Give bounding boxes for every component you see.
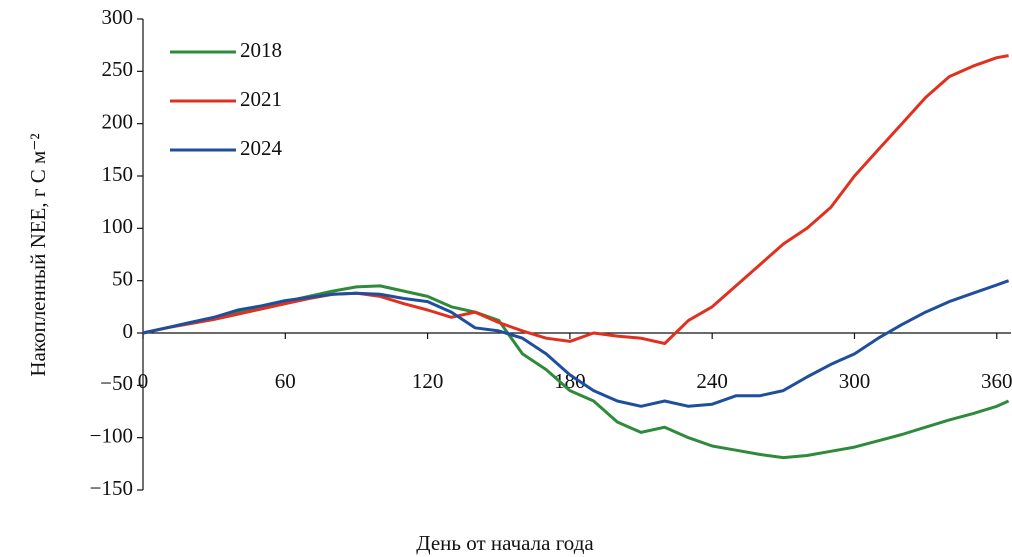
- y-tick-label: 200: [102, 109, 134, 133]
- y-tick-label: 50: [112, 266, 133, 290]
- legend-label: 2024: [240, 136, 283, 160]
- legend-label: 2018: [240, 38, 282, 62]
- y-tick-label: 300: [102, 5, 134, 29]
- x-tick-label: 360: [981, 369, 1012, 393]
- y-axis-label: Накопленный NEE, г C м⁻²: [26, 133, 50, 376]
- y-tick-label: 100: [102, 214, 134, 238]
- y-tick-label: 0: [123, 319, 134, 343]
- y-tick-label: −50: [100, 371, 133, 395]
- legend-label: 2021: [240, 87, 282, 111]
- x-tick-label: 0: [138, 369, 149, 393]
- data-line: [142, 54, 1009, 345]
- x-tick-label: 240: [696, 369, 728, 393]
- data-line: [142, 279, 1010, 408]
- x-axis-label: День от начала года: [416, 531, 594, 555]
- y-tick-label: −150: [90, 476, 133, 500]
- y-tick-label: −100: [90, 423, 133, 447]
- x-tick-label: 120: [412, 369, 444, 393]
- y-tick-label: 250: [102, 57, 134, 81]
- x-tick-label: 60: [275, 369, 296, 393]
- y-tick-label: 150: [102, 162, 134, 186]
- x-tick-label: 300: [839, 369, 871, 393]
